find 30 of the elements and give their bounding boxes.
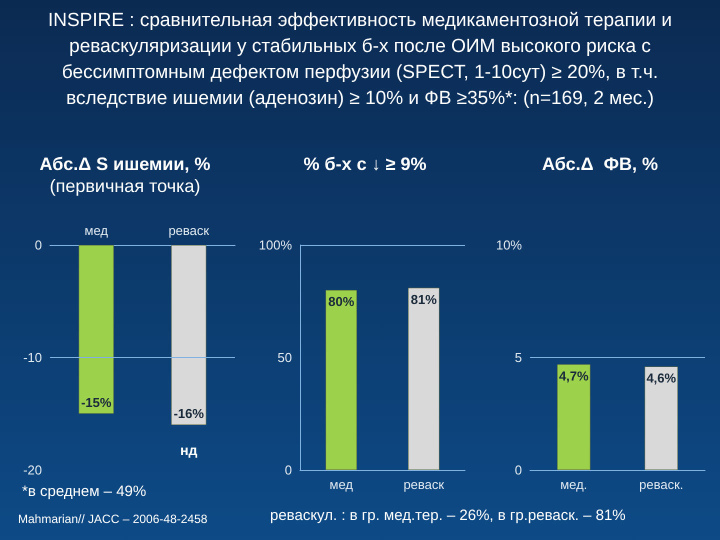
x-tick-label: реваск (168, 223, 210, 238)
data-label: -15% (81, 394, 112, 410)
text: Mahmarian// JACC – 2006-48-2458 (18, 512, 208, 526)
data-label: 81% (410, 292, 438, 307)
chart-subtitle: (первичная точка) (50, 176, 200, 196)
y-tick-label: 5 (514, 350, 522, 365)
text: *в среднем – 49% (22, 483, 146, 500)
x-tick-label: мед (330, 477, 354, 492)
x-tick-label: реваск (403, 477, 444, 492)
data-label: -16% (174, 406, 204, 421)
y-tick-label: 50 (278, 350, 292, 365)
x-tick-label: мед (84, 223, 108, 238)
y-tick-label: 10% (496, 238, 522, 252)
y-tick-label: -10 (23, 350, 42, 365)
x-tick-label: реваск. (639, 477, 684, 492)
x-tick-label: мед. (560, 477, 588, 492)
y-tick-label: 0 (284, 462, 292, 478)
annotation: нд (180, 442, 198, 458)
text: INSPIRE : сравнительная эффективность медикаментозной терапии и реваскуляризации у стабильных б-х после ОИМ высокого риска с бессимптомным дефектом перфузии (SPECT, 1-10сут) ≥ 20%, в т.ч. вследствие ишемии (аденозин) ≥ 10% и ФВ ≥35%*: (n=169, 2 мес.) (46, 9, 674, 111)
chart-title: % б-х с ↓ ≥ 9% (303, 154, 427, 174)
chart-title: Абс.Δ ФВ, % (542, 154, 658, 174)
data-label: 4,7% (558, 368, 589, 384)
y-tick-label: -20 (23, 462, 42, 478)
y-tick-label: 0 (514, 462, 522, 478)
data-label: 80% (328, 294, 355, 309)
y-tick-label: 0 (34, 238, 42, 252)
text: реваскул. : в гр. мед.тер. – 26%, в гр.реваск. – 81% (270, 507, 627, 524)
chart-title: Абс.Δ S ишемии, % (40, 154, 210, 174)
y-tick-label: 100% (258, 238, 292, 252)
data-label: 4,6% (646, 370, 676, 386)
